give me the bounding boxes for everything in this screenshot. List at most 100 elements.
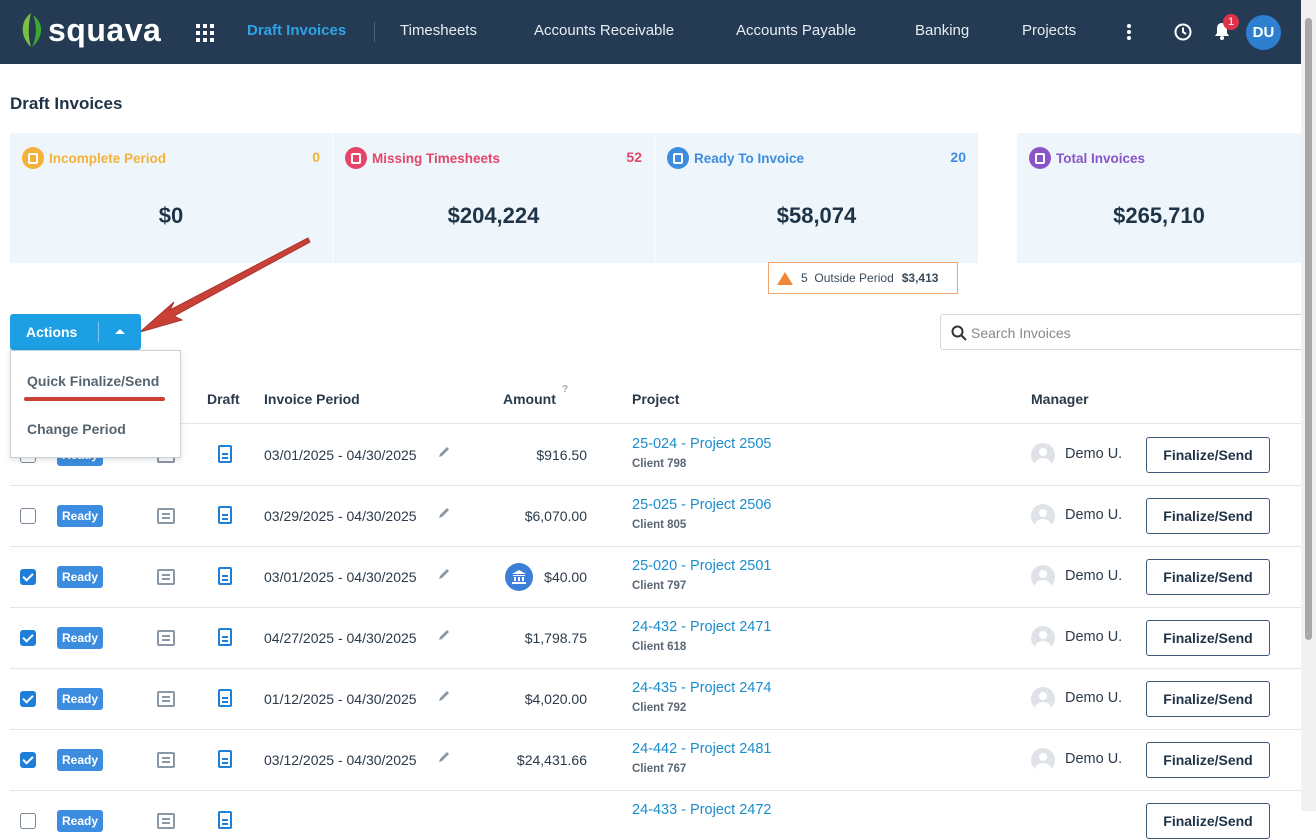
notes-icon[interactable] xyxy=(157,629,175,646)
row-checkbox[interactable] xyxy=(20,629,36,646)
notes-icon[interactable] xyxy=(157,507,175,524)
client-name: Client 797 xyxy=(632,579,687,592)
finalize-send-button[interactable]: Finalize/Send xyxy=(1146,741,1270,778)
notes-icon[interactable] xyxy=(157,812,175,829)
project-link[interactable]: 24-442 - Project 2481 xyxy=(632,740,772,757)
calendar-icon xyxy=(22,147,44,169)
outside-period-warning[interactable]: 5 Outside Period $3,413 xyxy=(768,262,958,294)
search-input[interactable] xyxy=(971,323,1291,343)
outside-period-count: 5 xyxy=(801,271,808,285)
notes-icon[interactable] xyxy=(157,568,175,585)
project-link[interactable]: 24-433 - Project 2472 xyxy=(632,801,772,818)
nav-projects[interactable]: Projects xyxy=(1022,22,1077,39)
manager-avatar-icon xyxy=(1031,625,1055,650)
header-manager[interactable]: Manager xyxy=(1031,391,1089,407)
question-doc-icon xyxy=(345,147,367,169)
project-link[interactable]: 25-024 - Project 2505 xyxy=(632,435,772,452)
header-amount[interactable]: Amount xyxy=(503,391,556,407)
card-incomplete-period[interactable]: Incomplete Period 0 $0 xyxy=(10,133,332,263)
row-divider xyxy=(10,607,1301,608)
nav-accounts-receivable[interactable]: Accounts Receivable xyxy=(534,22,675,39)
row-checkbox[interactable] xyxy=(20,507,36,524)
nav-draft-invoices[interactable]: Draft Invoices xyxy=(247,22,347,39)
nav-accounts-payable[interactable]: Accounts Payable xyxy=(736,22,857,39)
edit-pencil-icon[interactable] xyxy=(437,567,451,581)
clock-icon[interactable] xyxy=(1174,23,1192,41)
client-name: Client 767 xyxy=(632,762,687,775)
search-box[interactable] xyxy=(940,314,1301,350)
draft-document-icon[interactable] xyxy=(218,566,232,585)
row-divider xyxy=(10,546,1301,547)
edit-pencil-icon[interactable] xyxy=(437,750,451,764)
amount-help-icon[interactable]: ? xyxy=(562,384,569,395)
row-checkbox[interactable] xyxy=(20,690,36,707)
actions-button[interactable]: Actions xyxy=(10,314,141,350)
apps-grid-icon[interactable] xyxy=(196,24,214,42)
row-checkbox[interactable] xyxy=(20,751,36,768)
menu-item-quick-finalize-send[interactable]: Quick Finalize/Send xyxy=(27,373,160,389)
card-ready-to-invoice[interactable]: Ready To Invoice 20 $58,074 xyxy=(655,133,978,263)
draft-document-icon[interactable] xyxy=(218,627,232,646)
card-label: Ready To Invoice xyxy=(694,150,805,166)
more-menu-icon[interactable] xyxy=(1127,24,1131,42)
header-invoice-period[interactable]: Invoice Period xyxy=(264,391,360,407)
edit-pencil-icon[interactable] xyxy=(437,445,451,459)
row-checkbox[interactable] xyxy=(20,812,36,829)
draft-document-icon[interactable] xyxy=(218,749,232,768)
edit-pencil-icon[interactable] xyxy=(437,506,451,520)
project-link[interactable]: 25-025 - Project 2506 xyxy=(632,496,772,513)
notes-icon[interactable] xyxy=(157,690,175,707)
caret-up-icon[interactable] xyxy=(115,329,125,334)
client-name: Client 798 xyxy=(632,457,687,470)
status-badge: Ready xyxy=(57,809,103,832)
project-link[interactable]: 24-435 - Project 2474 xyxy=(632,679,772,696)
draft-document-icon[interactable] xyxy=(218,688,232,707)
page-scrollbar[interactable] xyxy=(1301,0,1316,811)
manager-name: Demo U. xyxy=(1065,506,1123,523)
user-avatar[interactable]: DU xyxy=(1246,15,1281,50)
warning-triangle-icon xyxy=(777,271,793,285)
header-draft: Draft xyxy=(207,391,240,407)
card-amount: $0 xyxy=(158,203,184,228)
edit-pencil-icon[interactable] xyxy=(437,689,451,703)
draft-document-icon[interactable] xyxy=(218,444,232,463)
row-divider xyxy=(10,790,1301,791)
scrollbar-thumb[interactable] xyxy=(1305,18,1312,640)
row-divider xyxy=(10,668,1301,669)
bank-icon[interactable] xyxy=(505,562,533,591)
notes-icon[interactable] xyxy=(157,751,175,768)
status-badge: Ready xyxy=(57,748,103,771)
row-divider xyxy=(10,729,1301,730)
finalize-send-button[interactable]: Finalize/Send xyxy=(1146,802,1270,839)
draft-document-icon[interactable] xyxy=(218,810,232,829)
row-checkbox[interactable] xyxy=(20,568,36,585)
invoice-amount: $1,798.75 xyxy=(524,629,587,646)
invoice-period: 01/12/2025 - 04/30/2025 xyxy=(264,690,417,707)
invoice-amount: $24,431.66 xyxy=(516,751,587,768)
actions-divider xyxy=(98,322,99,342)
squava-logo[interactable]: squava xyxy=(18,10,161,50)
nav-timesheets[interactable]: Timesheets xyxy=(400,22,477,39)
card-amount: $204,224 xyxy=(447,203,540,228)
card-missing-timesheets[interactable]: Missing Timesheets 52 $204,224 xyxy=(333,133,654,263)
card-total-invoices[interactable]: Total Invoices $265,710 xyxy=(1017,133,1301,263)
invoice-period: 03/29/2025 - 04/30/2025 xyxy=(264,507,417,524)
manager-name: Demo U. xyxy=(1065,750,1123,767)
finalize-send-button[interactable]: Finalize/Send xyxy=(1146,497,1270,534)
finalize-send-button[interactable]: Finalize/Send xyxy=(1146,558,1270,595)
header-project[interactable]: Project xyxy=(632,391,680,407)
nav-banking[interactable]: Banking xyxy=(915,22,970,39)
finalize-send-button[interactable]: Finalize/Send xyxy=(1146,680,1270,717)
finalize-send-button[interactable]: Finalize/Send xyxy=(1146,436,1270,473)
card-count: 52 xyxy=(626,149,642,165)
project-link[interactable]: 25-020 - Project 2501 xyxy=(632,557,772,574)
draft-document-icon[interactable] xyxy=(218,505,232,524)
finalize-send-button[interactable]: Finalize/Send xyxy=(1146,619,1270,656)
manager-avatar-icon xyxy=(1031,564,1055,589)
edit-pencil-icon[interactable] xyxy=(437,628,451,642)
menu-item-change-period[interactable]: Change Period xyxy=(27,421,126,437)
leaf-logo-icon xyxy=(22,13,42,47)
card-label: Missing Timesheets xyxy=(372,150,501,166)
top-navigation-bar: squava Draft Invoices Timesheets Account… xyxy=(0,0,1301,64)
project-link[interactable]: 24-432 - Project 2471 xyxy=(632,618,772,635)
